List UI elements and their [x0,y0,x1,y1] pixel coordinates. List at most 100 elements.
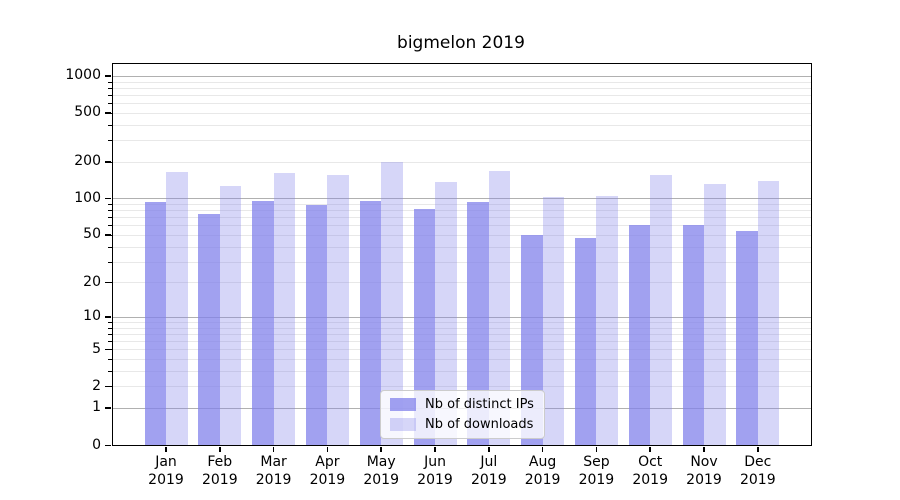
y-axis-minor-tick [108,225,112,227]
y-tick-label: 10 [83,308,101,325]
major-gridline [113,75,811,77]
minor-gridline [113,87,811,89]
x-axis-tick [703,446,705,452]
x-tick-year: 2019 [578,472,615,488]
minor-gridline [113,217,811,219]
plot-area: 1000 500 200 100 50 20 10 5 2 1 0 Jan 2019 Feb 2019 Mar… [65,63,812,488]
minor-gridline [113,359,811,361]
x-tick-year: 2019 [524,472,561,488]
bar-distinct-ips-feb [198,214,220,445]
x-tick-year: 2019 [201,472,238,488]
y-axis-minor-tick [108,246,112,248]
minor-gridline [113,322,811,323]
bar-distinct-ips-jan [144,202,166,445]
x-tick-year: 2019 [470,472,507,488]
y-axis-tick [105,281,111,284]
x-axis-tick [757,446,759,452]
x-tick-month: Nov [690,454,718,470]
bar-downloads-sep [596,196,618,445]
bar-downloads-aug [542,197,565,445]
legend-label-downloads: Nb of downloads [425,417,534,432]
y-axis-minor-tick [108,261,112,263]
x-tick-month: Jun [424,454,446,470]
minor-gridline [113,349,811,351]
x-tick-label-feb: Feb 2019 [188,453,252,489]
minor-gridline [113,210,811,212]
x-tick-label-sep: Sep 2019 [564,453,628,489]
y-axis-minor-tick [108,87,112,89]
bar-distinct-ips-nov [682,224,704,445]
minor-gridline [113,204,811,206]
x-tick-year: 2019 [417,472,453,488]
y-tick-label: 2 [92,377,101,394]
y-axis-minor-tick [108,94,112,96]
minor-gridline [113,327,811,329]
y-tick-label: 1000 [65,67,101,84]
x-tick-month: Apr [315,454,340,470]
y-axis-tick [105,75,111,77]
bar-downloads-feb [219,185,242,445]
y-tick-label: 0 [92,436,101,453]
legend-swatch-distinct-ips [390,398,416,411]
x-axis-tick [380,446,382,452]
minor-gridline [113,370,811,372]
x-tick-month: Mar [260,454,287,470]
bar-downloads-apr [327,175,349,445]
legend: Nb of distinct IPs Nb of downloads [380,390,545,439]
x-tick-year: 2019 [255,472,292,488]
bar-distinct-ips-dec [736,230,758,445]
x-tick-label-apr: Apr 2019 [295,453,359,489]
y-tick-label: 20 [83,273,101,290]
minor-gridline [113,124,811,126]
x-axis-tick [219,446,221,452]
bar-downloads-may [381,161,403,445]
y-axis-tick [105,407,111,409]
x-tick-label-jun: Jun 2019 [403,453,467,489]
x-tick-month: Aug [528,454,557,470]
minor-gridline [113,261,811,263]
minor-gridline [113,103,811,105]
x-tick-month: May [366,454,396,470]
x-tick-label-dec: Dec 2019 [726,453,790,489]
x-tick-month: Dec [744,454,772,470]
y-axis-minor-tick [108,204,112,206]
bar-downloads-mar [273,173,296,445]
minor-gridline [113,225,811,227]
y-axis-minor-tick [108,359,112,361]
y-tick-label: 100 [74,189,101,206]
minor-gridline [113,333,811,335]
y-tick-label: 1 [92,399,101,416]
bar-distinct-ips-oct [628,225,651,445]
x-tick-year: 2019 [632,472,668,488]
y-axis-tick [105,197,111,200]
y-axis-tick [105,385,111,388]
y-tick-label: 200 [74,153,101,170]
x-tick-label-aug: Aug 2019 [511,453,575,489]
y-axis-minor-tick [108,124,112,126]
minor-gridline [113,234,811,236]
minor-gridline [113,341,811,343]
bar-distinct-ips-sep [574,238,597,445]
x-axis-tick [488,446,490,452]
x-tick-month: Oct [638,454,663,470]
y-axis-minor-tick [108,217,112,219]
y-axis-minor-tick [108,322,112,323]
x-tick-label-nov: Nov 2019 [672,453,736,489]
y-axis-minor-tick [108,140,112,142]
minor-gridline [113,386,811,388]
minor-gridline [113,112,811,114]
bar-downloads-dec [757,181,780,445]
bar-downloads-jun [435,182,457,445]
bar-downloads-jul [488,171,511,445]
y-tick-label: 50 [83,226,101,243]
legend-item-distinct-ips: Nb of distinct IPs [390,397,534,412]
minor-gridline [113,94,811,96]
y-axis-minor-tick [108,341,112,343]
x-axis-tick [272,446,275,452]
y-axis-tick [105,234,111,236]
minor-gridline [113,81,811,83]
minor-gridline [113,246,811,248]
x-tick-year: 2019 [739,472,776,488]
x-axis-tick [434,446,436,452]
